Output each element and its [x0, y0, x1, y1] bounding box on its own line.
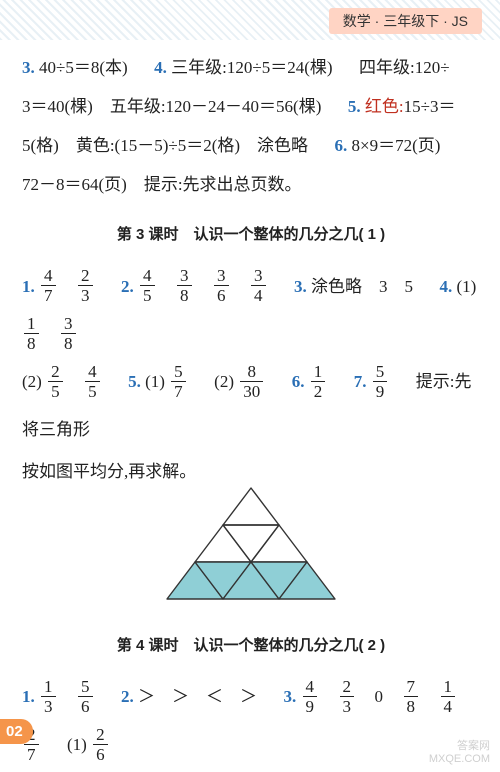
frac: 13: [41, 678, 56, 715]
sec3-line-1: 1. 47 23 2. 45 38 36 34 3. 涂色略 3 5 4. (1…: [22, 263, 480, 358]
frac: 14: [441, 678, 456, 715]
frac: 56: [78, 678, 93, 715]
frac: 45: [85, 363, 100, 400]
s3q3-num: 3.: [294, 277, 307, 296]
s3q4b-sub: (2): [22, 372, 42, 391]
frac: 12: [311, 363, 326, 400]
top-line-1: 3. 40÷5＝8(本) 4. 三年级:120÷5＝24(棵) 四年级:120÷: [22, 48, 480, 87]
s4q2-num: 2.: [121, 687, 134, 706]
s4q3-sub: (1): [67, 735, 87, 754]
s4q3-num: 3.: [284, 687, 297, 706]
l2-text: 3＝40(棵) 五年级:120－24－40＝56(棵): [22, 97, 321, 116]
s3q4-num: 4.: [440, 277, 453, 296]
frac: 23: [78, 267, 93, 304]
frac: 59: [373, 363, 388, 400]
sec4-line-1: 1. 13 56 2. ＞ ＞ ＜ ＞ 3. 49 23 0 78 14 27 …: [22, 673, 480, 768]
s3q5-sub1: (1): [145, 372, 165, 391]
frac: 47: [41, 267, 56, 304]
watermark: 答案网 MXQE.COM: [429, 740, 490, 766]
frac: 38: [61, 315, 76, 352]
top-line-2: 3＝40(棵) 五年级:120－24－40＝56(棵) 5. 红色:15÷3＝: [22, 87, 480, 126]
s3q4-sub: (1): [457, 277, 477, 296]
s4q2-ops: ＞ ＞ ＜ ＞: [138, 687, 257, 706]
frac: 34: [251, 267, 266, 304]
frac: 23: [340, 678, 355, 715]
q3-text: 40÷5＝8(本): [39, 58, 128, 77]
frac: 36: [214, 267, 229, 304]
s4q3-zero: 0: [375, 687, 384, 706]
frac: 25: [48, 363, 63, 400]
frac: 26: [93, 726, 108, 763]
l3a: 5(格) 黄色:(15－5)÷5＝2(格) 涂色略: [22, 136, 308, 155]
q4-t1: 三年级:120÷5＝24(棵): [171, 58, 332, 77]
s3q6-num: 6.: [292, 372, 305, 391]
header-stripe: 数学 · 三年级下 · JS: [0, 0, 500, 40]
q5-t: 15÷3＝: [404, 97, 456, 116]
q6-num: 6.: [335, 136, 348, 155]
l4: 72－8＝64(页) 提示:先求出总页数。: [22, 175, 302, 194]
frac: 57: [171, 363, 186, 400]
frac: 830: [240, 363, 263, 400]
top-line-3: 5(格) 黄色:(15－5)÷5＝2(格) 涂色略 6. 8×9＝72(页): [22, 126, 480, 165]
frac: 78: [404, 678, 419, 715]
wm1: 答案网: [429, 740, 490, 753]
content-area: 3. 40÷5＝8(本) 4. 三年级:120÷5＝24(棵) 四年级:120÷…: [0, 40, 500, 769]
q3-num: 3.: [22, 58, 35, 77]
frac: 38: [177, 267, 192, 304]
triangle-svg: [161, 486, 341, 601]
tipline: 按如图平均分,再求解。: [22, 463, 196, 480]
s3q5-sub2: (2): [214, 372, 234, 391]
frac: 18: [24, 315, 39, 352]
wm2: MXQE.COM: [429, 753, 490, 766]
q4-num: 4.: [154, 58, 167, 77]
sec3-tip-line: 按如图平均分,再求解。: [22, 461, 480, 480]
q5-red: 红色:: [365, 97, 404, 116]
header-label: 数学 · 三年级下 · JS: [329, 8, 482, 34]
top-line-4: 72－8＝64(页) 提示:先求出总页数。: [22, 165, 480, 204]
sec3-line-2: (2) 25 45 5. (1) 57 (2) 830 6. 12 7. 59 …: [22, 358, 480, 453]
section-3-title: 第 3 课时 认识一个整体的几分之几( 1 ): [22, 218, 480, 253]
frac: 45: [140, 267, 155, 304]
page-number: 02: [0, 719, 33, 744]
section-4-title: 第 4 课时 认识一个整体的几分之几( 2 ): [22, 629, 480, 664]
s3q5-num: 5.: [128, 372, 141, 391]
s3q2-num: 2.: [121, 277, 134, 296]
q4-t2: 四年级:120÷: [359, 58, 450, 77]
s3q7-num: 7.: [354, 372, 367, 391]
s4q1-num: 1.: [22, 687, 35, 706]
triangle-diagram: [22, 486, 480, 615]
s3q1-num: 1.: [22, 277, 35, 296]
s3q3-t: 涂色略 3 5: [311, 277, 413, 296]
frac: 49: [303, 678, 318, 715]
q5-num: 5.: [348, 97, 361, 116]
q6-t: 8×9＝72(页): [352, 136, 441, 155]
